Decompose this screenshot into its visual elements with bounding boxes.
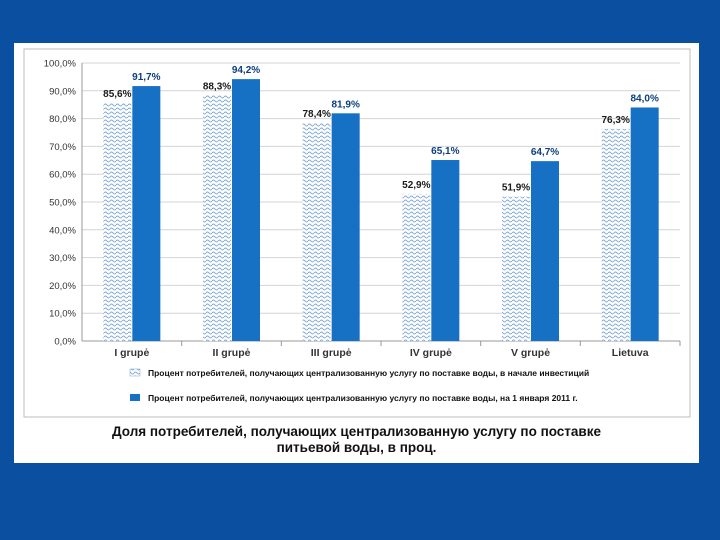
data-label: 64,7% (531, 147, 559, 158)
y-tick-label: 50,0% (49, 198, 76, 209)
bar-2011 (132, 86, 161, 341)
data-label: 88,3% (203, 82, 231, 93)
legend-entry: Процент потребителей, получающих централ… (148, 368, 589, 378)
y-tick-label: 90,0% (49, 86, 76, 97)
plot-frame (23, 48, 691, 418)
bar-2011 (431, 160, 460, 341)
category-label: II grupė (213, 347, 251, 359)
data-labels: 85,6%91,7% 88,3%94,2% 78,4%81,9% 52,9% 65,1%… (103, 65, 659, 194)
y-tick-label: 40,0% (49, 225, 76, 236)
legend-swatch-initial (129, 368, 141, 377)
bar-2011 (331, 113, 360, 342)
legend-swatch-2011 (130, 394, 140, 401)
y-tick-label: 30,0% (49, 253, 76, 264)
data-label: 52,9% (402, 180, 430, 191)
category-label: IV grupė (410, 347, 452, 359)
category-label: Lietuva (612, 347, 649, 359)
caption-line-1: Доля потребителей, получающих централизо… (112, 424, 601, 439)
x-axis-categories: I grupė II grupė III grupė IV grupė V grupė L… (114, 347, 648, 359)
data-label: 91,7% (132, 72, 160, 83)
caption-line-2: питьевой воды, в проц. (276, 440, 437, 455)
chart-caption: Доля потребителей, получающих централизо… (14, 424, 699, 456)
bar-initial (103, 103, 132, 341)
data-label: 65,1% (431, 146, 459, 157)
bar-initial (402, 193, 431, 341)
bar-2011 (630, 107, 659, 341)
y-tick-label: 70,0% (49, 142, 76, 153)
bar-initial (302, 123, 331, 341)
data-label: 76,3% (601, 115, 629, 126)
data-label: 78,4% (302, 109, 330, 120)
data-label: 81,9% (331, 99, 359, 110)
y-tick-label: 60,0% (49, 170, 76, 181)
y-axis-ticks: 0,0% 10,0% 20,0% 30,0% 40,0% 50,0% 60,0% 70,0% 8… (44, 59, 77, 348)
category-label: V grupė (511, 347, 550, 359)
legend-entry: Процент потребителей, получающих централ… (148, 393, 578, 403)
data-label: 85,6% (103, 89, 131, 100)
bars (103, 79, 659, 342)
y-tick-label: 100,0% (44, 59, 77, 70)
y-tick-label: 20,0% (49, 281, 76, 292)
y-tick-label: 10,0% (49, 309, 76, 320)
data-label: 84,0% (630, 93, 658, 104)
data-label: 51,9% (502, 183, 530, 194)
grid-lines (81, 62, 681, 346)
y-tick-label: 80,0% (49, 114, 76, 125)
bar-initial (601, 128, 630, 341)
bar-chart: 0,0% 10,0% 20,0% 30,0% 40,0% 50,0% 60,0% 70,0% 8… (23, 48, 691, 418)
category-label: III grupė (311, 347, 352, 359)
bar-initial (502, 196, 530, 341)
chart-panel: 0,0% 10,0% 20,0% 30,0% 40,0% 50,0% 60,0% 70,0% 8… (14, 43, 699, 463)
bar-2011 (531, 161, 559, 341)
legend: Процент потребителей, получающих централ… (129, 368, 589, 403)
bar-2011 (232, 79, 260, 342)
bar-initial (203, 95, 231, 341)
category-label: I grupė (114, 347, 149, 359)
y-tick-label: 0,0% (54, 337, 76, 348)
data-label: 94,2% (232, 65, 260, 76)
